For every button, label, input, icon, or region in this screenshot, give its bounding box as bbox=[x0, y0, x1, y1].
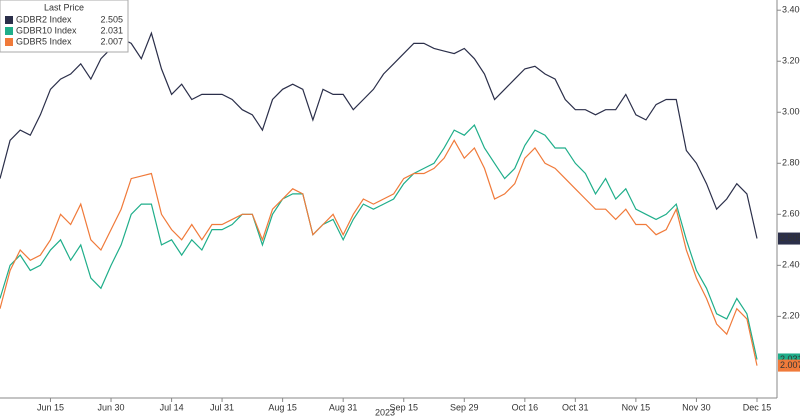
last-value-label: 2.007 bbox=[780, 360, 800, 370]
legend-value: 2.007 bbox=[100, 36, 123, 46]
x-axis-label: 2023 bbox=[375, 407, 395, 417]
legend-title: Last Price bbox=[44, 2, 84, 12]
legend-box bbox=[0, 0, 129, 53]
legend-value: 2.505 bbox=[100, 14, 123, 24]
x-tick-label: Jul 14 bbox=[160, 402, 184, 412]
x-tick-label: Aug 31 bbox=[329, 402, 358, 412]
x-tick-label: Sep 15 bbox=[389, 402, 418, 412]
x-tick-label: Aug 15 bbox=[268, 402, 297, 412]
y-tick-label: 3.000 bbox=[782, 107, 800, 117]
last-value-label: 2.031 bbox=[780, 354, 800, 364]
legend-label: GDBR5 Index bbox=[16, 36, 72, 46]
y-tick-label: 3.200 bbox=[782, 56, 800, 66]
x-tick-label: Oct 16 bbox=[512, 402, 539, 412]
x-tick-label: Jun 30 bbox=[98, 402, 125, 412]
y-tick-label: 2.800 bbox=[782, 158, 800, 168]
x-tick-label: Sep 29 bbox=[450, 402, 479, 412]
legend-swatch bbox=[5, 27, 13, 35]
legend-swatch bbox=[5, 16, 13, 24]
legend: Last Price GDBR2 Index 2.505 GDBR10 Index 2… bbox=[0, 0, 129, 53]
x-tick-label: Jul 31 bbox=[210, 402, 234, 412]
last-value-tag bbox=[778, 232, 800, 245]
x-tick-label: Nov 15 bbox=[622, 402, 651, 412]
y-tick-label: 2.400 bbox=[782, 260, 800, 270]
x-tick-label: Dec 15 bbox=[743, 402, 772, 412]
legend-swatch bbox=[5, 38, 13, 46]
y-tick-label: 2.600 bbox=[782, 209, 800, 219]
last-value-tag bbox=[778, 359, 800, 372]
series-line bbox=[0, 139, 758, 366]
x-tick-label: Oct 31 bbox=[562, 402, 589, 412]
y-tick-label: 3.400 bbox=[782, 5, 800, 15]
x-tick-label: Jun 15 bbox=[37, 402, 64, 412]
x-tick-label: Nov 30 bbox=[682, 402, 711, 412]
legend-label: GDBR10 Index bbox=[16, 25, 77, 35]
last-value-label: 2.505 bbox=[780, 233, 800, 243]
legend-value: 2.031 bbox=[100, 25, 123, 35]
y-tick-label: 2.200 bbox=[782, 311, 800, 321]
legend-label: GDBR2 Index bbox=[16, 14, 72, 24]
series-line bbox=[0, 123, 758, 360]
